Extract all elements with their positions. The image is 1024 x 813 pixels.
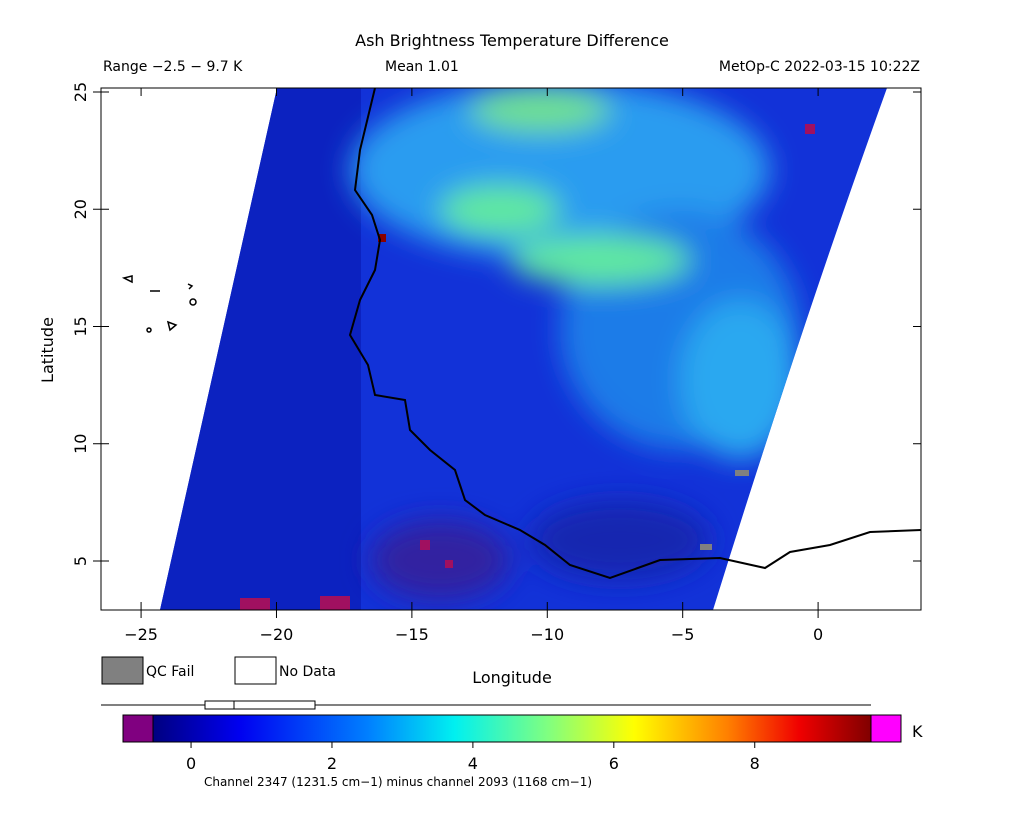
range: Range −2.5 − 9.7 K xyxy=(103,59,243,75)
footnote: Channel 2347 (1231.5 cm−1) minus channel… xyxy=(204,775,592,789)
x-tick-label: −5 xyxy=(671,625,695,644)
colorbar-tick-label: 8 xyxy=(750,754,760,773)
x-axis-label: Longitude xyxy=(472,668,552,687)
x-tick-label: −15 xyxy=(395,625,429,644)
map-frame xyxy=(100,87,922,611)
title: Ash Brightness Temperature Difference xyxy=(355,31,669,50)
coastline xyxy=(348,87,922,580)
y-tick-label: 5 xyxy=(71,556,90,566)
x-tick-label: −25 xyxy=(124,625,158,644)
y-tick-label: 10 xyxy=(71,434,90,454)
y-axis-label: Latitude xyxy=(38,317,57,383)
colorbar-tick-label: 2 xyxy=(327,754,337,773)
no-data-swatch xyxy=(234,656,277,685)
mean: Mean 1.01 xyxy=(385,59,459,75)
legend-label: No Data xyxy=(279,664,336,680)
y-tick-label: 20 xyxy=(71,199,90,219)
qc-fail-swatch xyxy=(101,656,144,685)
boxplot xyxy=(101,700,871,710)
x-tick-label: −20 xyxy=(260,625,294,644)
overflow-swatch xyxy=(870,714,902,743)
colorbar-tick-label: 6 xyxy=(609,754,619,773)
colorbar-tick-label: 0 xyxy=(186,754,196,773)
underflow-swatch xyxy=(122,714,154,743)
colorbar xyxy=(152,714,872,743)
y-tick-label: 15 xyxy=(71,316,90,336)
colorbar-tick-label: 4 xyxy=(468,754,478,773)
swath xyxy=(160,88,887,610)
legend-label: QC Fail xyxy=(146,664,194,680)
satellite: MetOp-C 2022-03-15 10:22Z xyxy=(719,59,920,75)
colorbar-unit: K xyxy=(912,722,923,741)
y-tick-label: 25 xyxy=(71,82,90,102)
islands xyxy=(121,275,197,333)
x-tick-label: 0 xyxy=(813,625,823,644)
x-tick-label: −10 xyxy=(530,625,564,644)
